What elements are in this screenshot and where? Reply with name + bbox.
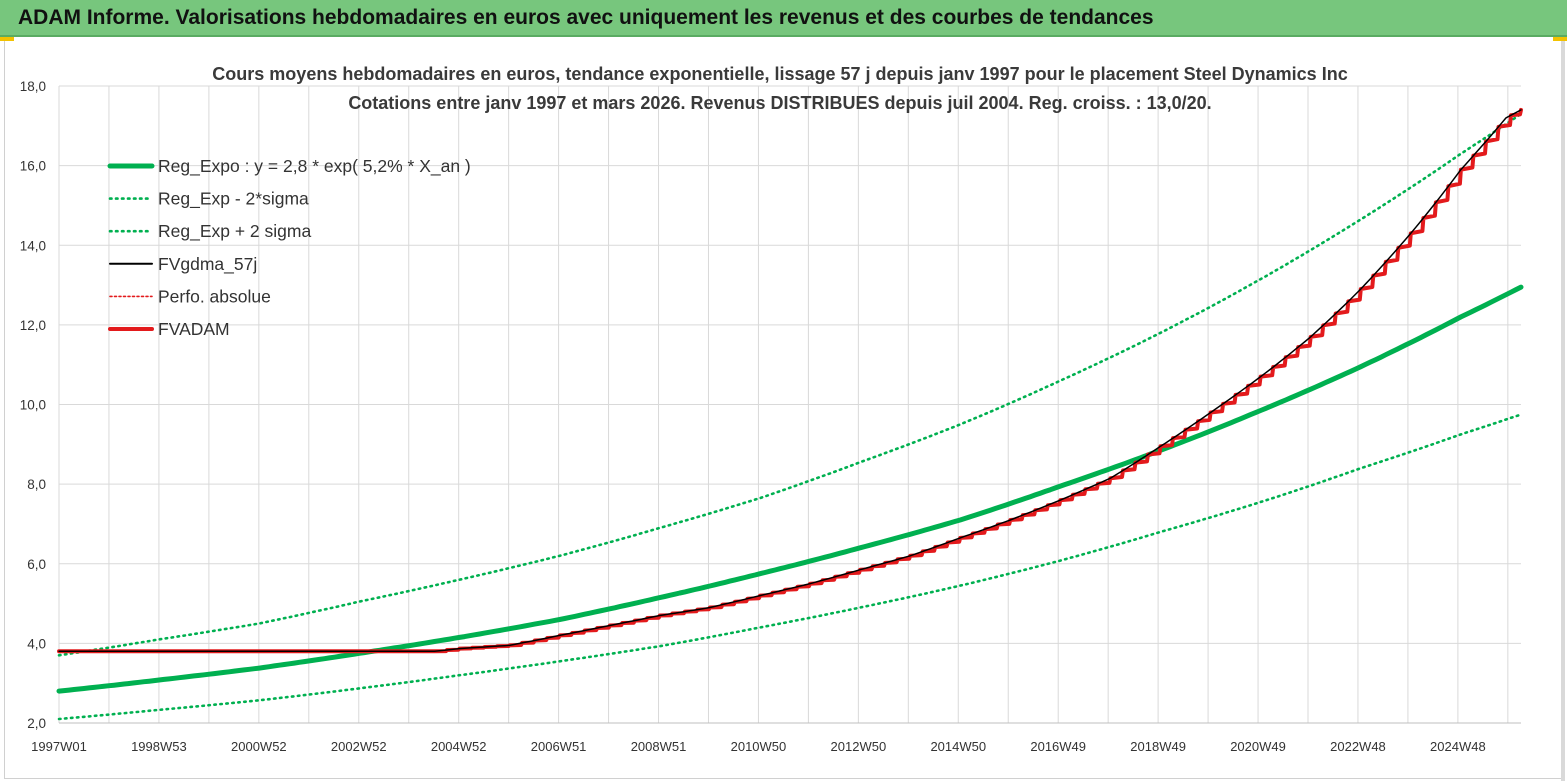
x-tick-label: 1997W01 [31, 739, 87, 754]
x-tick-label: 2010W50 [731, 739, 787, 754]
x-tick-label: 2016W49 [1030, 739, 1086, 754]
x-tick-label: 2004W52 [431, 739, 487, 754]
x-tick-label: 2008W51 [631, 739, 687, 754]
x-tick-label: 2020W49 [1230, 739, 1286, 754]
x-tick-label: 2012W50 [831, 739, 887, 754]
chart-series [56, 107, 1524, 721]
x-tick-label: 2014W50 [930, 739, 986, 754]
legend-label: FVADAM [158, 319, 230, 339]
chart-subtitle: Cotations entre janv 1997 et mars 2026. … [348, 93, 1211, 113]
x-tick-label: 1998W53 [131, 739, 187, 754]
x-tick-label: 2022W48 [1330, 739, 1386, 754]
legend-label: FVgdma_57j [158, 254, 257, 275]
legend-label: Reg_Exp - 2*sigma [158, 189, 309, 210]
chart-edge-right [1561, 41, 1565, 781]
x-tick-label: 2018W49 [1130, 739, 1186, 754]
series-line-fvgdma-57j [58, 109, 1522, 653]
y-tick-label: 16,0 [20, 159, 46, 174]
y-tick-label: 4,0 [27, 636, 46, 651]
y-tick-label: 12,0 [20, 318, 46, 333]
accent-bar-right [1553, 37, 1567, 41]
y-axis: 2,0 4,0 6,0 8,0 10,0 12,0 14,0 16,0 18,0 [20, 79, 46, 731]
chart-title: Cours moyens hebdomadaires en euros, ten… [212, 64, 1347, 84]
y-tick-label: 14,0 [20, 238, 46, 253]
legend-label: Reg_Expo : y = 2,8 * exp( 5,2% * X_an ) [158, 156, 471, 177]
x-tick-label: 2024W48 [1430, 739, 1486, 754]
accent-bar-left [0, 37, 14, 41]
report-title: ADAM Informe. Valorisations hebdomadaire… [18, 6, 1154, 29]
y-tick-label: 18,0 [20, 79, 46, 94]
series-line-reg-exp-2-sigma [57, 112, 1523, 657]
report-banner: ADAM Informe. Valorisations hebdomadaire… [0, 0, 1567, 37]
series-line-reg-expo-y-2-8-exp-5-2-x-an [56, 284, 1524, 694]
legend-label: Perfo. absolue [158, 286, 271, 306]
y-tick-label: 6,0 [27, 557, 46, 572]
legend-label: Reg_Exp + 2 sigma [158, 221, 311, 242]
chart-gridlines [58, 85, 1521, 724]
x-tick-label: 2000W52 [231, 739, 287, 754]
y-tick-label: 10,0 [20, 398, 46, 413]
x-axis: 1997W01 1998W53 2000W52 2002W52 2004W52 2006W… [31, 722, 1521, 754]
y-tick-label: 2,0 [27, 716, 46, 731]
x-tick-label: 2002W52 [331, 739, 387, 754]
x-tick-label: 2006W51 [531, 739, 587, 754]
series-line-reg-exp-2-sigma [57, 413, 1523, 721]
y-tick-label: 8,0 [27, 477, 46, 492]
chart-legend: Reg_Expo : y = 2,8 * exp( 5,2% * X_an ) R… [107, 156, 471, 339]
